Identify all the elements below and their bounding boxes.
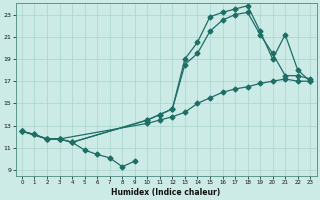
X-axis label: Humidex (Indice chaleur): Humidex (Indice chaleur)	[111, 188, 221, 197]
